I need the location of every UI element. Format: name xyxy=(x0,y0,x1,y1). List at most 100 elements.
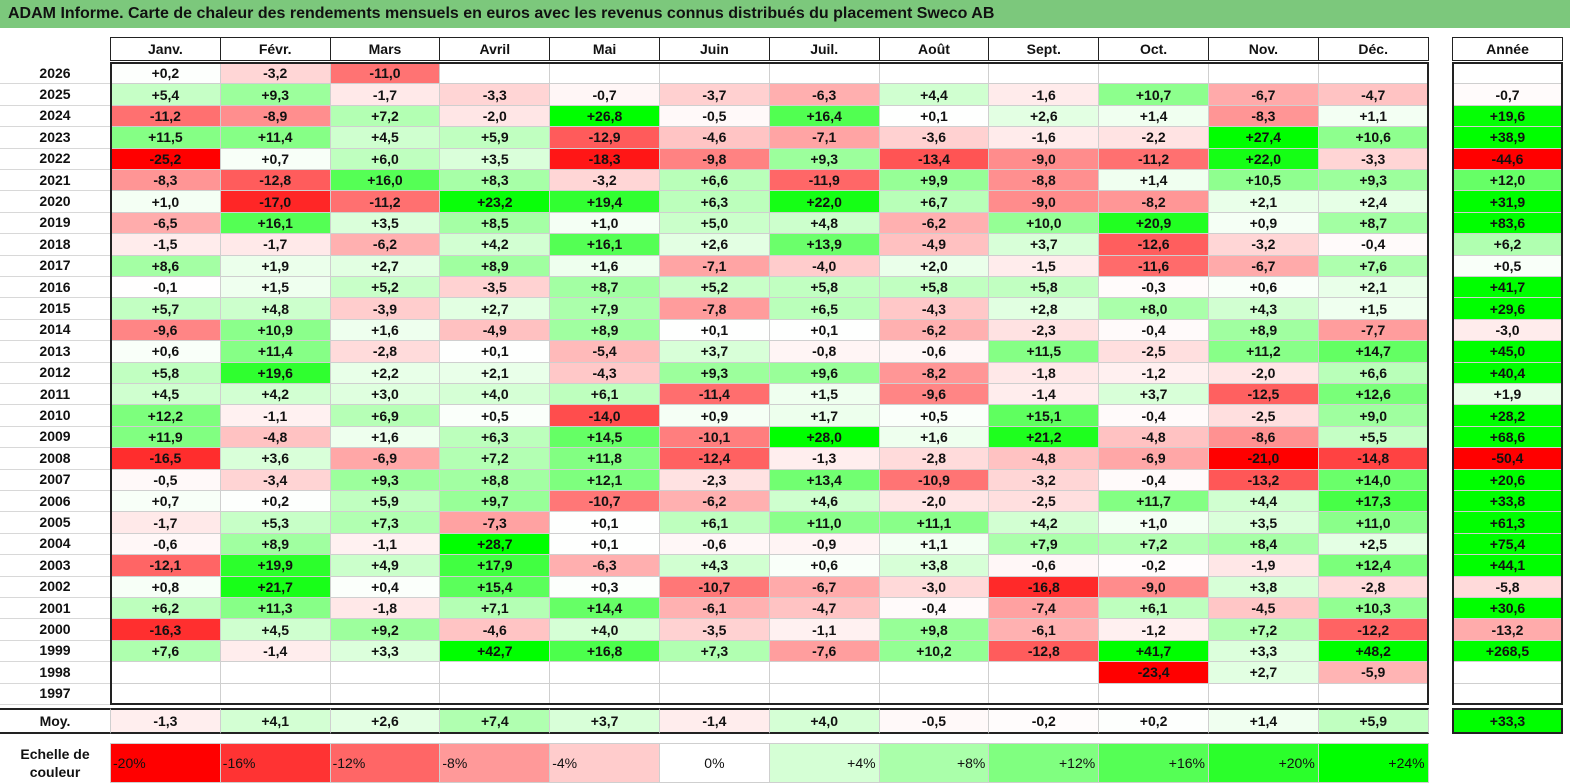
heat-cell: +0,6 xyxy=(1208,276,1319,299)
heat-cell: +2,4 xyxy=(1317,190,1429,213)
year-total-cell: +40,4 xyxy=(1452,361,1563,384)
heat-cell: -0,4 xyxy=(1317,233,1429,256)
heat-cell: +6,3 xyxy=(659,190,770,213)
year-total-cell: +12,0 xyxy=(1452,169,1563,192)
year-total-cell: +19,6 xyxy=(1452,104,1563,128)
heat-cell: +0,3 xyxy=(549,575,660,598)
heat-cell: +3,5 xyxy=(1208,511,1319,534)
year-total-cell: +30,6 xyxy=(1452,597,1563,620)
heat-cell: +12,2 xyxy=(110,404,221,427)
heat-cell xyxy=(768,661,880,684)
heat-cell: +16,1 xyxy=(219,211,331,235)
heat-cell: -11,4 xyxy=(659,383,770,406)
average-cell: +4,0 xyxy=(768,708,880,734)
heat-cell: +0,6 xyxy=(110,340,221,363)
heat-cell: +4,2 xyxy=(219,383,331,406)
heat-cell: -7,8 xyxy=(659,297,770,320)
heat-cell: +7,3 xyxy=(329,511,441,534)
heat-cell: +3,6 xyxy=(219,447,331,470)
year-total-cell: +268,5 xyxy=(1452,639,1563,663)
heat-cell: +5,9 xyxy=(439,126,551,149)
heat-cell: -12,6 xyxy=(1098,233,1209,256)
heat-cell: +6,7 xyxy=(878,190,990,213)
heat-cell: -6,1 xyxy=(988,618,1100,641)
heat-cell: +20,9 xyxy=(1098,211,1209,235)
heat-cell: -4,9 xyxy=(439,318,551,342)
average-cell: -1,4 xyxy=(659,708,770,734)
heat-cell: -10,1 xyxy=(659,425,770,449)
heat-cell: -0,4 xyxy=(1098,318,1209,342)
heat-cell: -0,1 xyxy=(110,276,221,299)
heat-cell: -1,2 xyxy=(1098,618,1209,641)
scale-swatch: -8% xyxy=(439,743,551,783)
heat-cell: +6,9 xyxy=(329,404,441,427)
year-label: 2006 xyxy=(0,490,110,513)
heat-cell: +22,0 xyxy=(768,190,880,213)
heat-cell: -8,2 xyxy=(878,361,990,384)
heat-cell: -14,8 xyxy=(1317,447,1429,470)
year-label: 2015 xyxy=(0,297,110,320)
year-label: 2013 xyxy=(0,340,110,363)
heat-cell: +4,8 xyxy=(768,211,880,235)
heat-cell: -2,3 xyxy=(659,468,770,491)
heat-cell: +9,3 xyxy=(768,147,880,170)
heat-cell: -7,7 xyxy=(1317,318,1429,342)
year-label: 2002 xyxy=(0,576,110,598)
year-label: 2020 xyxy=(0,190,110,213)
heat-cell: +8,7 xyxy=(1317,211,1429,235)
heat-cell: +8,3 xyxy=(439,169,551,192)
heat-cell: +10,5 xyxy=(1208,169,1319,192)
heat-cell: +1,1 xyxy=(878,532,990,556)
year-total-cell: +68,6 xyxy=(1452,425,1563,449)
heat-cell: -17,0 xyxy=(219,190,331,213)
heat-cell: +7,9 xyxy=(988,532,1100,556)
heat-cell: -9,0 xyxy=(988,147,1100,170)
heat-cell: +11,4 xyxy=(219,126,331,149)
heat-cell: +5,8 xyxy=(110,361,221,384)
heat-cell xyxy=(659,682,770,705)
heat-cell: -4,3 xyxy=(878,297,990,320)
heat-cell: -7,1 xyxy=(768,126,880,149)
heat-cell: -12,9 xyxy=(549,126,660,149)
heat-cell: -3,2 xyxy=(549,169,660,192)
scale-swatch: 0% xyxy=(659,743,770,783)
heat-cell: +0,1 xyxy=(878,104,990,128)
heat-cell: -9,6 xyxy=(110,318,221,342)
year-total-cell: +75,4 xyxy=(1452,532,1563,556)
heat-cell: +4,6 xyxy=(768,490,880,513)
heat-cell: +2,6 xyxy=(988,104,1100,128)
year-label: 2011 xyxy=(0,383,110,406)
heat-cell: +10,2 xyxy=(878,639,990,663)
heat-cell xyxy=(219,661,331,684)
year-total-cell: -44,6 xyxy=(1452,147,1563,170)
heat-cell: +1,4 xyxy=(1098,169,1209,192)
heat-cell xyxy=(988,682,1100,705)
heat-cell: +0,1 xyxy=(549,511,660,534)
year-label: 1999 xyxy=(0,640,110,663)
heat-cell: +5,8 xyxy=(988,276,1100,299)
heat-cell: -1,5 xyxy=(988,254,1100,277)
heat-cell: +26,8 xyxy=(549,104,660,128)
heat-cell: -0,5 xyxy=(659,104,770,128)
year-label: 2018 xyxy=(0,233,110,256)
heat-cell xyxy=(219,682,331,705)
heat-cell: +12,1 xyxy=(549,468,660,491)
heat-cell: -8,3 xyxy=(110,169,221,192)
heat-cell: -6,9 xyxy=(1098,447,1209,470)
year-label: 2014 xyxy=(0,319,110,342)
average-cell: +0,2 xyxy=(1098,708,1209,734)
heat-cell: +6,1 xyxy=(549,383,660,406)
heat-cell: +4,2 xyxy=(988,511,1100,534)
year-total-cell: +20,6 xyxy=(1452,468,1563,491)
heat-cell: +6,6 xyxy=(659,169,770,192)
year-label: 2022 xyxy=(0,148,110,170)
heat-cell: +3,8 xyxy=(1208,575,1319,598)
heat-cell: +7,2 xyxy=(1098,532,1209,556)
heat-cell: +1,9 xyxy=(219,254,331,277)
heat-cell: +15,1 xyxy=(988,404,1100,427)
heat-cell: +8,6 xyxy=(110,254,221,277)
heat-cell: -4,8 xyxy=(1098,425,1209,449)
average-total-cell: +33,3 xyxy=(1452,708,1563,734)
heat-cell: +4,2 xyxy=(439,233,551,256)
heat-cell: -6,2 xyxy=(329,233,441,256)
